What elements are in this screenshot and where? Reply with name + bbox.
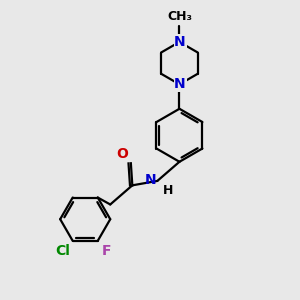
Text: O: O <box>116 147 128 161</box>
Text: N: N <box>174 35 186 49</box>
Text: H: H <box>163 184 173 197</box>
Text: F: F <box>101 244 111 258</box>
Text: N: N <box>174 77 186 91</box>
Text: CH₃: CH₃ <box>167 10 192 23</box>
Text: N: N <box>144 173 156 187</box>
Text: Cl: Cl <box>55 244 70 258</box>
